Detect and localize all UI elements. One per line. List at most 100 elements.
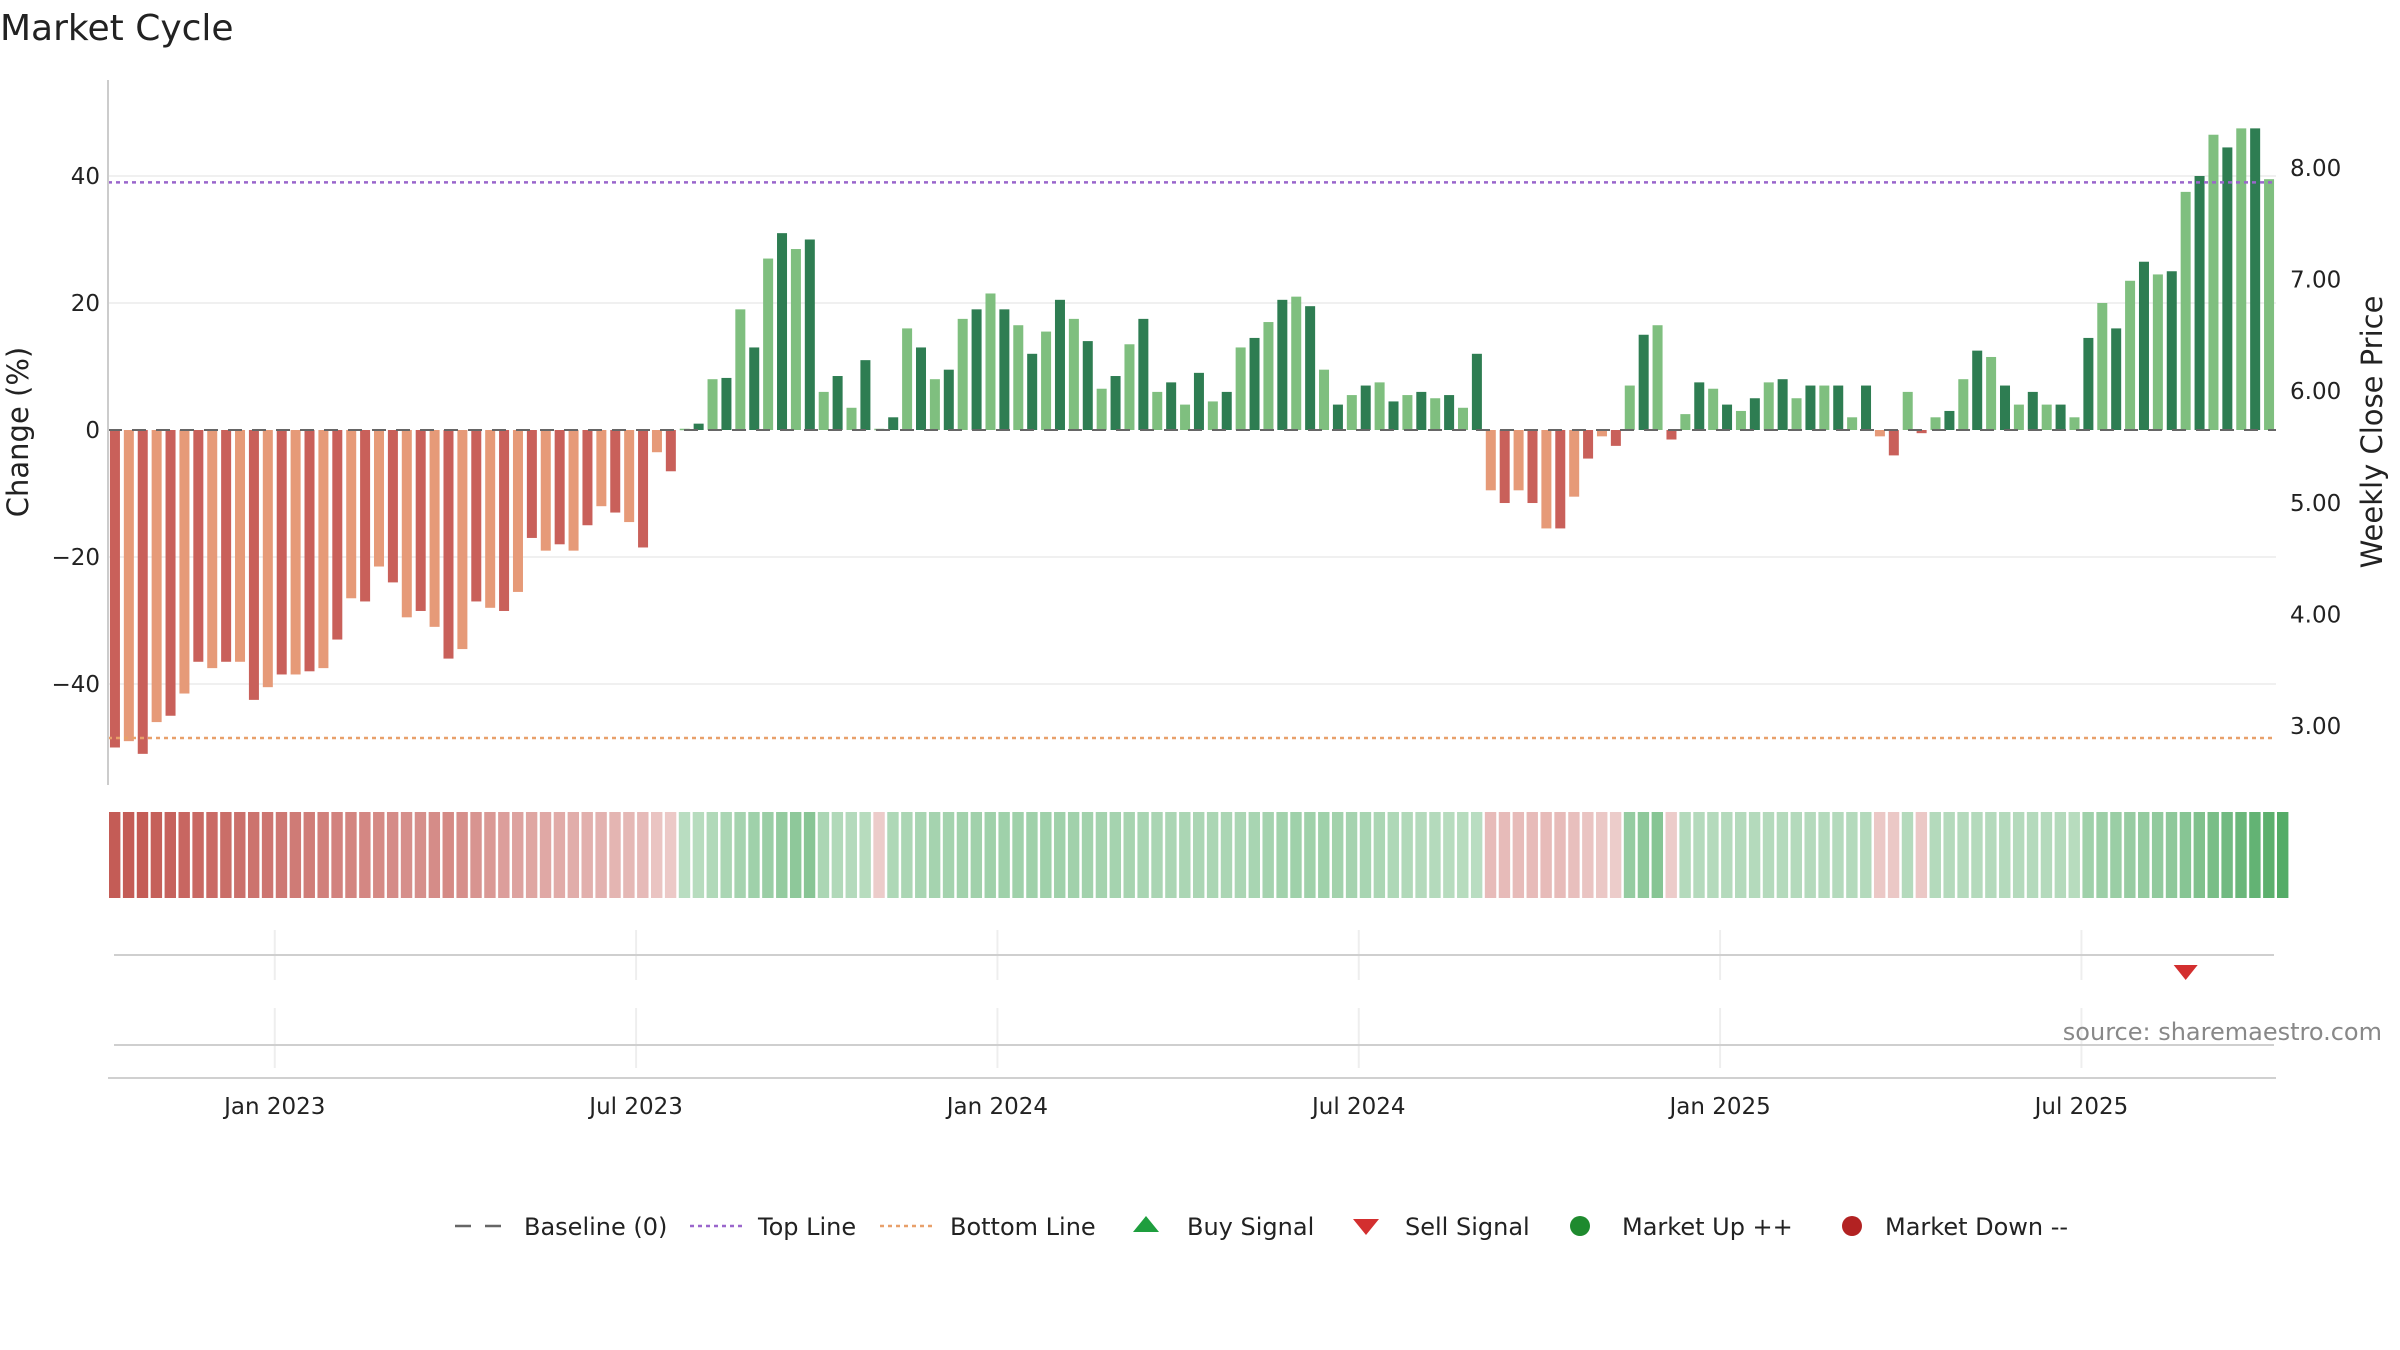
y-left-tick-label: 20 <box>71 291 100 317</box>
bar <box>1819 385 1830 430</box>
heat-cell <box>2277 812 2289 898</box>
bar <box>387 430 398 583</box>
bar <box>1388 401 1399 430</box>
heat-cell <box>1790 812 1802 898</box>
heat-cell <box>345 812 357 898</box>
bar <box>2250 128 2261 430</box>
green-dot-icon <box>1570 1216 1590 1236</box>
legend-label: Sell Signal <box>1405 1213 1530 1241</box>
y-right-tick-label: 3.00 <box>2290 714 2341 740</box>
y-axis-right-title: Weekly Close Price <box>2355 296 2389 569</box>
bar <box>1999 385 2011 430</box>
strength-heat-strip <box>109 812 2289 898</box>
heat-cell <box>1443 812 1455 898</box>
bar <box>1847 417 1858 430</box>
heat-cell <box>1957 812 1969 898</box>
heat-cell <box>2068 812 2080 898</box>
bar <box>1235 347 1246 430</box>
heat-cell <box>1832 812 1844 898</box>
heat-cell <box>845 812 857 898</box>
heat-cell <box>234 812 246 898</box>
y-left-tick-label: 40 <box>71 164 100 190</box>
bar <box>1555 430 1566 529</box>
bar <box>846 407 857 430</box>
legend-label: Baseline (0) <box>524 1213 667 1241</box>
bar <box>1068 318 1079 430</box>
heat-cell <box>748 812 760 898</box>
heat-cell <box>1276 812 1288 898</box>
bar <box>1930 417 1941 430</box>
heat-cell <box>1151 812 1163 898</box>
bar <box>568 430 579 551</box>
bar <box>512 430 523 592</box>
bar <box>2236 128 2247 430</box>
bar <box>707 379 718 430</box>
heat-cell <box>317 812 329 898</box>
heat-cell <box>1331 812 1344 898</box>
heat-cell <box>1401 812 1413 898</box>
bar <box>721 377 732 430</box>
heat-cell <box>1693 812 1705 898</box>
heat-cell <box>109 812 121 898</box>
y-right-tick-label: 8.00 <box>2290 156 2341 182</box>
heat-cell <box>1873 812 1886 898</box>
bar <box>2152 274 2163 430</box>
heat-cell <box>706 812 718 898</box>
heat-cell <box>970 812 983 898</box>
bar <box>915 347 927 430</box>
heat-cell <box>331 812 343 898</box>
heat-cell <box>1707 812 1719 898</box>
heat-cell <box>1762 812 1775 898</box>
bar <box>1972 350 1983 430</box>
heat-cell <box>122 812 135 898</box>
heat-cell <box>2082 812 2094 898</box>
heat-cell <box>678 812 691 898</box>
bar <box>137 430 148 754</box>
legend-label: Bottom Line <box>950 1213 1096 1241</box>
heat-cell <box>178 812 190 898</box>
bar <box>2194 176 2205 430</box>
heat-cell <box>2040 812 2053 898</box>
bar <box>318 430 329 669</box>
heat-cell <box>220 812 232 898</box>
heat-cell <box>539 812 552 898</box>
heat-cell <box>1457 812 1469 898</box>
heat-cell <box>1220 812 1233 898</box>
bar <box>999 309 1010 430</box>
heat-cell <box>2249 812 2261 898</box>
bar <box>1263 322 1274 430</box>
heat-cell <box>1109 812 1122 898</box>
bar <box>1430 398 1441 430</box>
bar <box>1749 398 1760 430</box>
bar <box>1180 404 1191 430</box>
heat-cell <box>776 812 788 898</box>
heat-cell <box>192 812 204 898</box>
triangle-up-icon <box>1133 1216 1159 1232</box>
heat-cell <box>720 812 732 898</box>
bar <box>2055 404 2066 430</box>
heat-cell <box>2012 812 2025 898</box>
heat-cell <box>512 812 524 898</box>
heat-cell <box>1582 812 1594 898</box>
bar <box>1777 379 1788 430</box>
bar <box>554 430 565 545</box>
bar <box>1861 385 1872 430</box>
heat-cell <box>1512 812 1525 898</box>
bar <box>1360 385 1371 430</box>
y-right-tick-label: 6.00 <box>2290 379 2341 405</box>
bar <box>2264 179 2275 430</box>
heat-cell <box>1040 812 1052 898</box>
bar <box>415 430 426 611</box>
heat-cell <box>1637 812 1650 898</box>
heat-cell <box>567 812 580 898</box>
bar <box>985 293 996 430</box>
heat-cell <box>1498 812 1511 898</box>
heat-cell <box>664 812 677 898</box>
heat-cell <box>484 812 496 898</box>
heat-cell <box>1318 812 1330 898</box>
heat-cell <box>1290 812 1302 898</box>
bar <box>2013 404 2024 430</box>
heat-cell <box>2026 812 2039 898</box>
heat-cell <box>1137 812 1149 898</box>
heat-cell <box>1596 812 1608 898</box>
